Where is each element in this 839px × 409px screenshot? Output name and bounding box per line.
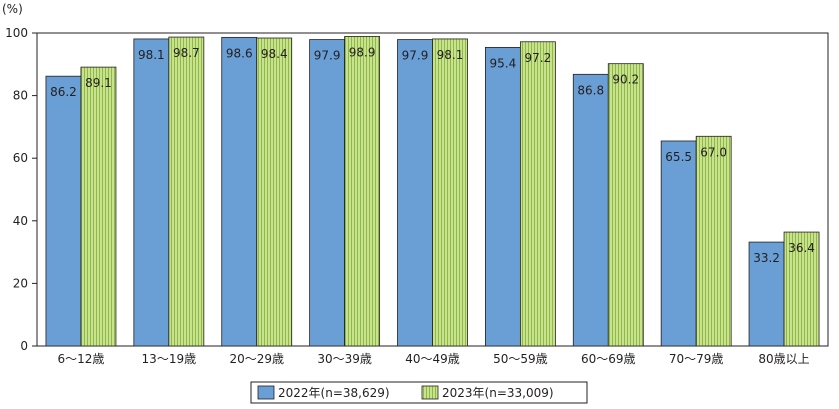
data-label: 67.0 (700, 145, 727, 159)
data-label: 90.2 (612, 73, 639, 87)
bar-2023 (783, 231, 820, 347)
bar-2022 (309, 39, 346, 347)
bar-2022 (397, 39, 433, 347)
x-category-label: 70～79歳 (669, 352, 724, 366)
y-tick-label: 100 (5, 26, 28, 40)
data-label: 98.6 (226, 46, 253, 60)
x-category-label: 60～69歳 (581, 352, 636, 366)
data-label: 89.1 (85, 76, 112, 90)
bar-2023 (344, 36, 381, 347)
legend-frame (250, 381, 588, 404)
bar-2022 (572, 73, 609, 347)
y-tick-label: 0 (20, 339, 28, 353)
x-category-label: 30～39歳 (317, 352, 372, 366)
bar-2023 (607, 63, 644, 347)
x-category-label: 13～19歳 (142, 352, 197, 366)
bar-2023 (256, 37, 293, 347)
data-label: 98.1 (138, 48, 165, 62)
bar-2022 (748, 241, 785, 347)
x-category-label: 80歳以上 (758, 352, 809, 366)
x-category-label: 40～49歳 (405, 352, 460, 366)
bar-2023 (80, 66, 117, 347)
data-label: 86.8 (577, 83, 604, 97)
legend-label-2022: 2022年(n=38,629) (278, 386, 390, 400)
data-label: 97.2 (525, 51, 552, 65)
bar-2022 (660, 140, 697, 347)
y-axis-unit: (%) (2, 2, 23, 16)
bar-2022 (484, 46, 521, 347)
bar-2022 (45, 75, 82, 347)
data-label: 95.4 (490, 56, 517, 70)
data-label: 98.9 (349, 45, 376, 59)
y-tick-label: 60 (13, 151, 28, 165)
y-tick-label: 40 (13, 214, 28, 228)
legend-label-2023: 2023年(n=33,009) (442, 386, 554, 400)
data-label: 98.4 (261, 47, 288, 61)
x-category-label: 20～29歳 (229, 352, 284, 366)
bar-2022 (133, 38, 170, 347)
data-label: 65.5 (665, 150, 692, 164)
bar-2023 (695, 135, 732, 347)
y-tick-label: 80 (13, 89, 28, 103)
y-tick-label: 20 (13, 276, 28, 290)
legend: 2022年(n=38,629) 2023年(n=33,009) (250, 381, 588, 404)
legend-swatch-2022 (257, 385, 275, 400)
data-label: 97.9 (402, 49, 429, 63)
data-label: 36.4 (788, 241, 815, 255)
plot-area: 0 20 40 60 80 100 86.2 89.1 6～12歳 98.1 98.7 13～19歳 9… (5, 26, 829, 366)
data-label: 33.2 (753, 251, 780, 265)
x-category-label: 50～59歳 (493, 352, 548, 366)
bar-2023 (168, 36, 205, 347)
data-label: 98.1 (437, 48, 464, 62)
data-label: 86.2 (50, 85, 77, 99)
x-category-label: 6～12歳 (57, 352, 104, 366)
bar-2023 (519, 41, 556, 347)
bar-2023 (432, 38, 468, 347)
data-label: 98.7 (173, 46, 200, 60)
bar-2022 (221, 36, 258, 347)
data-label: 97.9 (314, 49, 341, 63)
legend-swatch-2023 (421, 385, 439, 400)
